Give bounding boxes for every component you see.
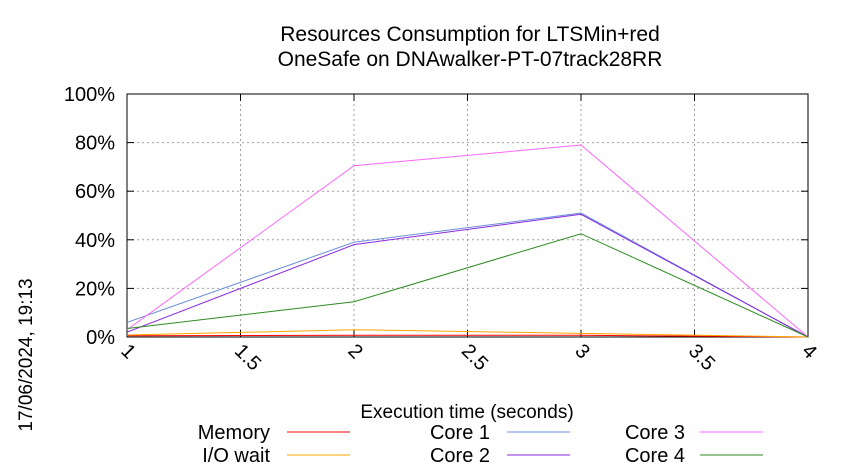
series-line-core-1 [126,212,809,338]
timestamp-label: 17/06/2024, 19:13 [16,278,37,431]
chart-title-line-1: Resources Consumption for LTSMin+red [280,23,660,46]
y-tick-label: 60% [75,181,115,203]
series-line-i-o-wait [126,329,809,338]
x-tick-label: 2 [343,340,366,363]
y-tick-label: 100% [64,84,115,106]
grid-lines [127,94,808,337]
series-line-core-2 [126,213,809,338]
legend-label-memory: Memory [198,422,270,444]
legend-label-core-3: Core 3 [625,422,685,444]
legend-label-i-o-wait: I/O wait [202,445,270,467]
x-axis-label: Execution time (seconds) [360,402,573,423]
x-tick-label: 1 [116,340,139,363]
chart-title-line-2: OneSafe on DNAwalker-PT-07track28RR [278,48,663,71]
y-tick-label: 40% [75,230,115,252]
legend-label-core-2: Core 2 [430,445,490,467]
x-tick-label: 3 [570,340,593,363]
x-tick-label: 1.5 [230,340,265,375]
y-tick-label: 80% [75,133,115,155]
x-tick-label: 4 [797,340,820,363]
legend-label-core-4: Core 4 [625,445,685,467]
y-tick-label: 20% [75,278,115,300]
x-tick-label: 3.5 [684,340,719,375]
data-series [126,144,809,338]
series-line-memory [126,334,809,338]
series-line-core-3 [126,144,809,338]
y-tick-label: 0% [86,327,115,349]
legend-label-core-1: Core 1 [430,422,490,444]
x-tick-label: 2.5 [457,340,492,375]
series-line-core-4 [126,233,809,338]
